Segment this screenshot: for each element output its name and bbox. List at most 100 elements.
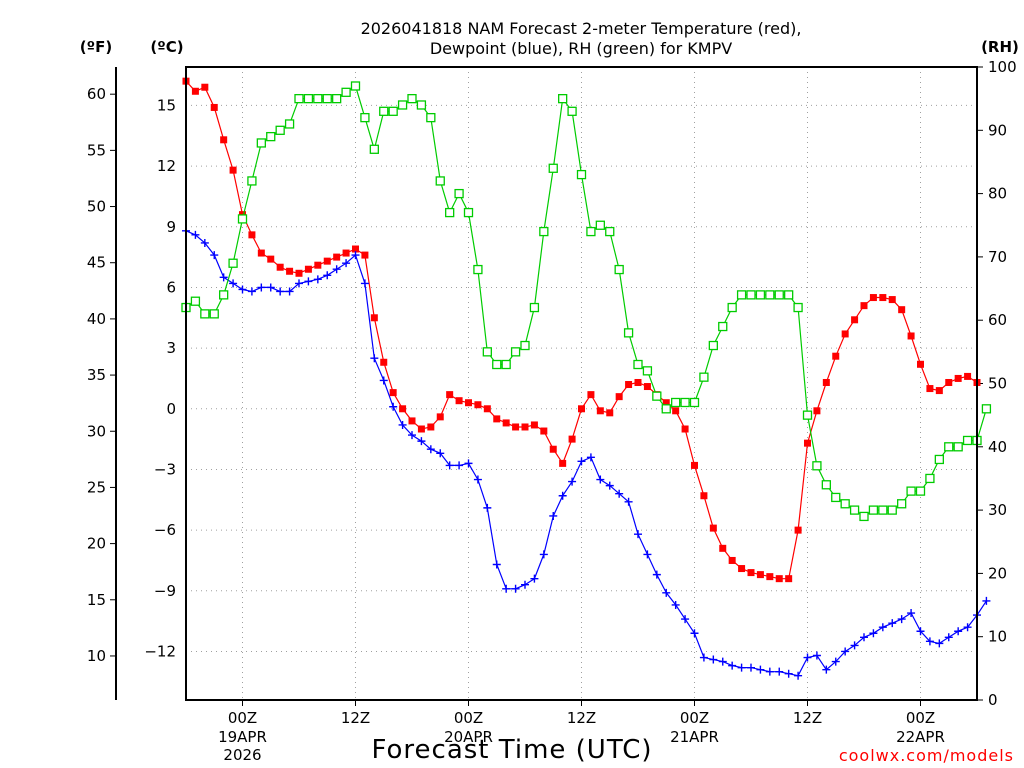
dewpoint-point — [558, 491, 567, 500]
rh-point — [802, 410, 813, 420]
temperature-point — [323, 257, 331, 265]
rh-point — [369, 144, 379, 154]
rh-point — [237, 214, 248, 224]
dewpoint-point — [737, 663, 746, 672]
rh-point — [548, 163, 558, 173]
dewpoint-point — [238, 285, 247, 294]
temperature-point — [295, 269, 303, 277]
rh-point — [200, 309, 210, 319]
temperature-point — [483, 405, 491, 413]
rh-point — [350, 81, 361, 91]
dewpoint-point — [812, 651, 821, 660]
x-tick-label: 00Z — [906, 709, 935, 727]
celsius-tick-label: 12 — [157, 157, 176, 175]
x-tick-label: 12Z — [341, 709, 370, 727]
dewpoint-point — [436, 449, 445, 458]
fahrenheit-tick-label: 40 — [87, 310, 106, 328]
dewpoint-point — [323, 271, 332, 280]
dewpoint-point — [483, 503, 492, 512]
fahrenheit-tick-label: 35 — [87, 366, 106, 384]
fahrenheit-tick-label: 20 — [87, 535, 106, 553]
rh-point — [708, 340, 718, 351]
dewpoint-point — [210, 251, 219, 260]
temperature-point — [286, 267, 294, 275]
rh-point — [284, 119, 295, 129]
rh-point — [379, 106, 389, 116]
temperature-point — [352, 245, 359, 253]
dewpoint-point — [389, 402, 398, 411]
temperature-point — [578, 405, 585, 413]
rh-point — [313, 94, 323, 104]
dewpoint-point — [530, 574, 539, 583]
rh-point — [266, 131, 276, 142]
x-tick-label: 00Z — [454, 709, 483, 727]
temperature-point — [804, 439, 811, 447]
rh-line — [185, 85, 987, 518]
dewpoint-point — [370, 354, 379, 363]
temperature-point — [587, 391, 595, 399]
dewpoint-point — [379, 376, 388, 385]
temperature-point — [926, 385, 934, 393]
rh-point — [925, 473, 935, 484]
rh-point — [407, 94, 417, 104]
dewpoint-point — [652, 570, 661, 579]
dewpoint-point — [803, 653, 812, 662]
dewpoint-point — [219, 273, 228, 282]
dewpoint-point — [634, 530, 642, 539]
temperature-point — [756, 571, 764, 579]
temperature-point — [700, 492, 708, 500]
dewpoint-point — [709, 655, 718, 664]
rh-point — [529, 302, 540, 313]
temperature-point — [794, 526, 802, 534]
temperature-point — [945, 378, 953, 386]
dewpoint-point — [360, 279, 369, 288]
rh-point — [623, 328, 634, 338]
dewpoint-point — [850, 641, 859, 650]
dewpoint-point — [351, 251, 360, 260]
rh-point — [275, 125, 285, 135]
temperature-point — [502, 419, 510, 427]
rh-tick-label: 10 — [988, 628, 1007, 646]
rh-point — [482, 347, 492, 357]
temperature-point — [728, 556, 736, 564]
dewpoint-point — [473, 475, 482, 484]
rh-point — [821, 480, 831, 490]
rh-point — [793, 302, 803, 313]
temperature-point — [210, 103, 218, 111]
x-tick-date: 20APR — [444, 728, 493, 746]
rh-axis-header: (RH) — [981, 38, 1019, 56]
temperature-point — [691, 461, 698, 469]
rh-point — [510, 347, 521, 357]
dewpoint-point — [586, 453, 595, 462]
dewpoint-point — [963, 623, 972, 632]
fahrenheit-tick-label: 10 — [87, 647, 106, 665]
dewpoint-point — [765, 667, 774, 676]
rh-point — [595, 220, 605, 230]
temperature-point — [399, 405, 407, 413]
rh-point — [962, 435, 973, 446]
rh-point — [341, 87, 351, 97]
dewpoint-point — [266, 283, 275, 292]
dewpoint-point — [605, 481, 614, 490]
dewpoint-point — [568, 477, 577, 486]
dewpoint-point — [982, 596, 991, 605]
rh-point — [492, 359, 502, 370]
rh-tick-label: 80 — [988, 185, 1007, 203]
temperature-point — [446, 391, 454, 399]
rh-point — [360, 112, 370, 123]
fahrenheit-tick-label: 50 — [87, 198, 106, 216]
rh-point — [633, 359, 643, 370]
temperature-point — [879, 294, 887, 302]
temperature-point — [408, 417, 416, 425]
temperature-point — [370, 314, 378, 322]
celsius-tick-label: 15 — [157, 96, 176, 114]
plot-frame — [185, 66, 978, 701]
temperature-point — [606, 409, 614, 417]
dewpoint-point — [247, 287, 256, 296]
rh-point — [209, 309, 219, 319]
celsius-tick-label: −3 — [154, 460, 176, 478]
rh-point — [463, 207, 474, 218]
temperature-point — [191, 87, 199, 95]
celsius-tick-label: 6 — [166, 278, 176, 296]
rh-point — [416, 100, 427, 110]
